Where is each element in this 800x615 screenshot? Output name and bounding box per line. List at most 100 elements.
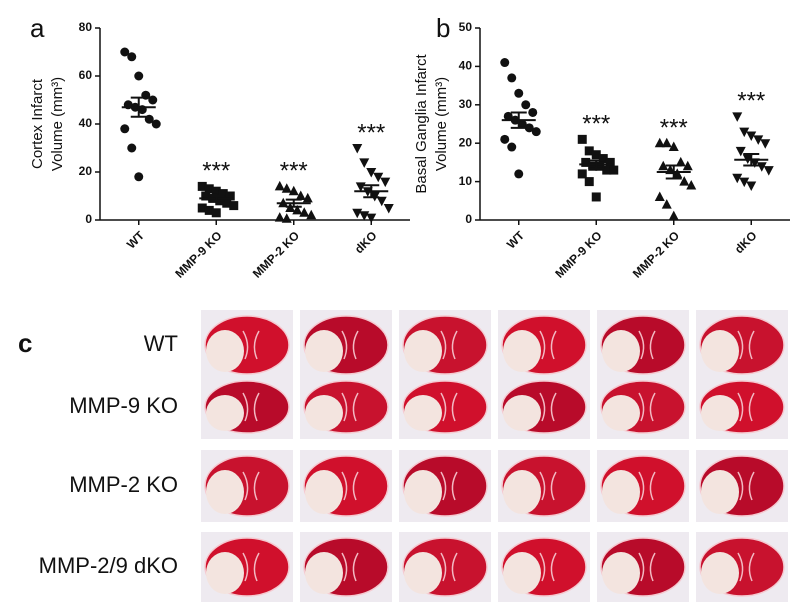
data-point xyxy=(595,161,605,171)
infarct-region xyxy=(404,470,442,514)
infarct-region xyxy=(206,470,244,514)
ventricle xyxy=(341,552,359,582)
data-point xyxy=(584,146,594,156)
row-label: MMP-2 KO xyxy=(69,472,178,497)
data-point xyxy=(366,213,377,224)
data-point xyxy=(295,190,306,200)
data-point xyxy=(281,213,292,223)
data-point xyxy=(584,177,594,187)
data-point xyxy=(292,204,303,215)
data-point xyxy=(229,201,239,211)
data-point xyxy=(274,180,285,191)
data-point xyxy=(686,179,697,190)
data-point xyxy=(763,166,774,176)
x-tick-label: dKO xyxy=(732,228,760,256)
data-point xyxy=(668,210,679,221)
data-point xyxy=(151,119,161,129)
data-point xyxy=(654,191,665,201)
infarct-region xyxy=(305,470,343,514)
y-axis-title-line: Volume (mm³) xyxy=(49,77,66,171)
ventricle xyxy=(341,392,359,422)
infarct-region xyxy=(305,552,343,594)
ventricle xyxy=(440,330,458,360)
data-point xyxy=(274,212,285,222)
data-point xyxy=(134,71,144,81)
significance-label: *** xyxy=(202,158,230,185)
data-point xyxy=(127,143,137,153)
y-axis-title-line: Volume (mm³) xyxy=(433,77,450,171)
ventricle xyxy=(737,471,755,501)
data-point xyxy=(517,119,527,129)
ventricle xyxy=(539,392,557,422)
data-point xyxy=(366,168,377,178)
data-point xyxy=(359,211,370,221)
infarct-region xyxy=(503,470,541,514)
data-point xyxy=(735,146,746,157)
y-tick-label: 20 xyxy=(459,135,473,149)
data-point xyxy=(380,177,391,188)
data-point xyxy=(204,205,214,215)
significance-label: *** xyxy=(737,88,765,115)
ventricle xyxy=(737,392,755,422)
infarct-region xyxy=(206,552,244,594)
infarct-region xyxy=(602,552,640,594)
y-axis-title-line: Cortex Infarct xyxy=(29,78,46,169)
data-point xyxy=(661,199,672,209)
sem-bar xyxy=(665,164,682,180)
ventricle xyxy=(242,392,260,422)
infarct-region xyxy=(701,330,739,372)
ventricle xyxy=(638,471,656,501)
y-tick-label: 20 xyxy=(79,164,93,178)
data-point xyxy=(577,134,587,144)
data-point xyxy=(376,196,387,207)
data-point xyxy=(120,124,130,134)
data-point xyxy=(514,88,524,98)
ventricle xyxy=(242,552,260,582)
data-point xyxy=(507,142,517,152)
data-point xyxy=(134,172,144,182)
infarct-region xyxy=(701,395,739,431)
x-tick-label: MMP-9 KO xyxy=(552,228,604,280)
data-point xyxy=(306,209,317,220)
data-point xyxy=(281,183,292,193)
data-point xyxy=(197,181,207,191)
infarct-region xyxy=(206,395,244,431)
data-point xyxy=(591,150,601,160)
ventricle xyxy=(638,392,656,422)
data-point xyxy=(661,137,672,148)
ventricle xyxy=(440,552,458,582)
data-point xyxy=(760,139,771,149)
infarct-region xyxy=(602,470,640,514)
data-point xyxy=(144,114,154,124)
sem-bar xyxy=(743,152,760,167)
ventricle xyxy=(638,552,656,582)
x-tick-label: MMP-9 KO xyxy=(172,228,224,280)
data-point xyxy=(222,198,232,208)
data-point xyxy=(588,161,598,171)
y-axis-title-line: Basal Ganglia Infarct xyxy=(413,54,430,194)
infarct-region xyxy=(503,552,541,594)
ventricle xyxy=(242,330,260,360)
ventricle xyxy=(440,392,458,422)
data-point xyxy=(500,58,510,68)
data-point xyxy=(739,177,750,188)
sem-bar xyxy=(208,195,225,202)
infarct-region xyxy=(404,330,442,372)
infarct-region xyxy=(404,395,442,431)
row-label: MMP-9 KO xyxy=(69,393,178,418)
data-point xyxy=(746,181,757,191)
data-point xyxy=(598,154,608,164)
ventricle xyxy=(440,471,458,501)
y-axis-title: Basal Ganglia Infarct Volume (mm³) xyxy=(413,54,450,194)
sem-bar xyxy=(130,96,147,118)
x-tick-label: WT xyxy=(124,228,148,252)
y-tick-label: 0 xyxy=(85,212,92,226)
infarct-region xyxy=(602,395,640,431)
data-point xyxy=(201,191,211,201)
data-point xyxy=(668,141,679,152)
y-axis-title: Cortex Infarct Volume (mm³) xyxy=(29,77,66,171)
sem-bar xyxy=(363,184,380,199)
y-tick-label: 80 xyxy=(79,20,93,34)
x-tick-label: MMP-2 KO xyxy=(250,228,302,280)
